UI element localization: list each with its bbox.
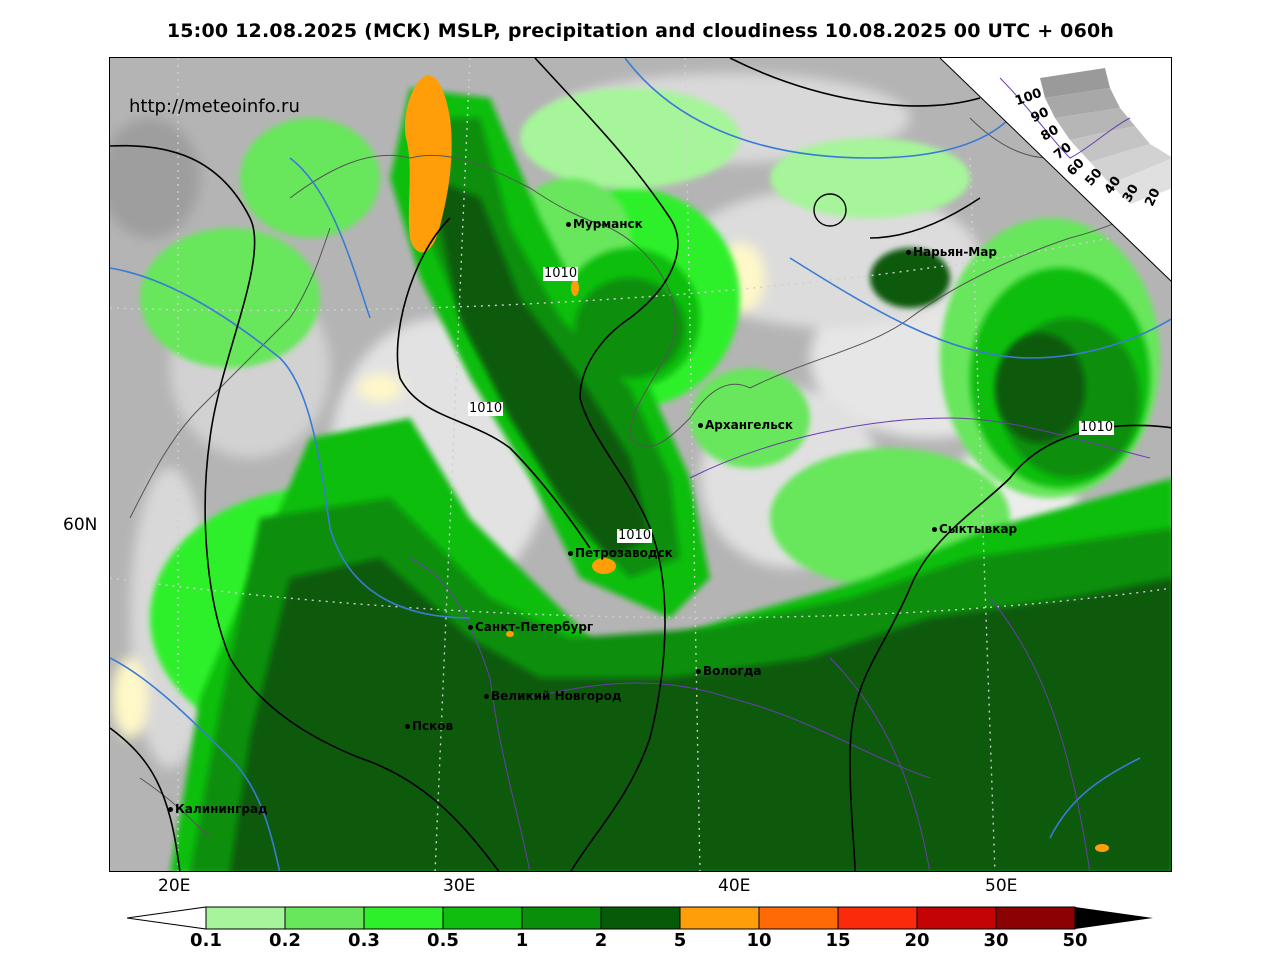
- legend-color-box: [916, 906, 997, 930]
- city-arkhangelsk: Архангельск: [698, 418, 793, 432]
- isobar-label: 1010: [468, 401, 504, 416]
- isotherm-lines: [110, 58, 1171, 871]
- legend-label: 0.2: [269, 930, 301, 951]
- lon-label-50e: 50E: [985, 876, 1018, 896]
- pressure-center: [813, 193, 847, 227]
- lon-label-30e: 30E: [443, 876, 476, 896]
- city-murmansk: Мурманск: [566, 217, 643, 231]
- website-watermark: http://meteoinfo.ru: [129, 96, 300, 117]
- legend-color-box: [679, 906, 760, 930]
- legend-label: 15: [825, 930, 851, 951]
- legend-label: 0.1: [190, 930, 222, 951]
- lon-label-40e: 40E: [718, 876, 751, 896]
- city-pskov: Псков: [405, 719, 453, 733]
- legend-color-boxes: [205, 906, 1076, 930]
- legend-color-box: [837, 906, 918, 930]
- city-marker: [932, 527, 937, 532]
- city-naryan-mar: Нарьян-Мар: [906, 245, 997, 259]
- weather-map: http://meteoinfo.ru 1010 1010 1010 1010 …: [109, 57, 1172, 872]
- legend-color-box: [521, 906, 602, 930]
- lat-label-60n: 60N: [63, 515, 98, 535]
- isobar-label: 1010: [617, 528, 653, 543]
- legend-color-box: [284, 906, 365, 930]
- legend-label: 50: [1062, 930, 1088, 951]
- precipitation-legend: [127, 906, 1153, 930]
- isobar-label: 1010: [1079, 420, 1115, 435]
- lon-label-20e: 20E: [158, 876, 191, 896]
- legend-label: 10: [746, 930, 772, 951]
- city-vologda: Вологда: [696, 664, 761, 678]
- legend-label: 2: [594, 930, 608, 951]
- city-marker: [468, 625, 473, 630]
- city-marker: [405, 724, 410, 729]
- city-saint-petersburg: Санкт-Петербург: [468, 620, 593, 634]
- city-marker: [168, 807, 173, 812]
- city-marker: [906, 250, 911, 255]
- lat-lon-grid: [110, 58, 1171, 871]
- legend-label: 1: [515, 930, 529, 951]
- map-title: 15:00 12.08.2025 (МСК) MSLP, precipitati…: [166, 20, 1115, 42]
- legend-color-box: [758, 906, 839, 930]
- city-syktyvkar: Сыктывкар: [932, 522, 1017, 536]
- legend-color-box: [205, 906, 286, 930]
- city-marker: [696, 669, 701, 674]
- isobar-label: 1010: [543, 266, 579, 281]
- legend-label: 0.5: [427, 930, 459, 951]
- legend-label: 0.3: [348, 930, 380, 951]
- precipitation-extreme: [404, 75, 1109, 852]
- city-marker: [566, 222, 571, 227]
- city-marker: [698, 423, 703, 428]
- isobars: [110, 58, 1171, 871]
- precipitation-very-heavy: [230, 178, 1171, 871]
- cloudiness-inset: [939, 58, 1171, 282]
- legend-label: 20: [904, 930, 930, 951]
- legend-low-arrow: [127, 906, 207, 930]
- city-veliky-novgorod: Великий Новгород: [484, 689, 622, 703]
- legend-label: 30: [983, 930, 1009, 951]
- city-marker: [484, 694, 489, 699]
- city-petrozavodsk: Петрозаводск: [568, 546, 673, 560]
- legend-color-box: [442, 906, 523, 930]
- legend-high-arrow: [1075, 907, 1153, 929]
- legend-label: 5: [673, 930, 687, 951]
- legend-color-box: [995, 906, 1076, 930]
- city-marker: [568, 551, 573, 556]
- legend-color-box: [600, 906, 681, 930]
- legend-color-box: [363, 906, 444, 930]
- city-kaliningrad: Калининград: [168, 802, 268, 816]
- borders: [409, 417, 1151, 871]
